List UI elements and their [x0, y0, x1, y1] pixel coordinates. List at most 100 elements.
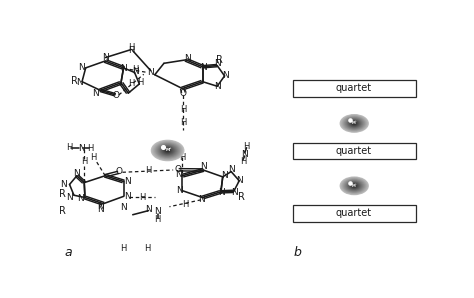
Circle shape — [343, 117, 365, 131]
Text: N: N — [222, 71, 229, 80]
Text: N: N — [219, 188, 225, 198]
Circle shape — [157, 144, 178, 157]
Text: N: N — [66, 193, 73, 201]
Circle shape — [344, 179, 365, 192]
Text: N: N — [175, 170, 182, 179]
Circle shape — [165, 149, 170, 152]
Text: M⁺: M⁺ — [352, 121, 358, 125]
Text: O: O — [115, 167, 122, 176]
Circle shape — [152, 140, 184, 161]
Text: H: H — [137, 77, 143, 87]
FancyBboxPatch shape — [292, 143, 416, 159]
Text: N: N — [145, 204, 152, 213]
Circle shape — [352, 185, 356, 187]
Circle shape — [343, 179, 365, 193]
Text: N: N — [237, 176, 243, 185]
Text: H: H — [91, 153, 97, 162]
Circle shape — [161, 146, 174, 155]
Circle shape — [350, 184, 358, 188]
Text: N: N — [124, 176, 130, 186]
Circle shape — [344, 117, 365, 130]
Circle shape — [341, 178, 367, 194]
Text: O: O — [113, 91, 120, 100]
Text: H: H — [144, 244, 151, 253]
Text: O: O — [180, 89, 187, 98]
Text: H: H — [180, 118, 187, 127]
Text: H: H — [120, 244, 127, 253]
Text: H: H — [180, 105, 187, 114]
Circle shape — [353, 185, 355, 187]
Text: N: N — [147, 68, 154, 77]
Text: N: N — [102, 53, 109, 62]
Circle shape — [154, 142, 182, 159]
Circle shape — [155, 142, 181, 159]
Text: N: N — [221, 171, 228, 180]
Circle shape — [166, 150, 169, 151]
Text: H: H — [145, 166, 151, 175]
Text: R: R — [238, 192, 245, 202]
Circle shape — [351, 184, 357, 187]
Circle shape — [342, 116, 366, 131]
Circle shape — [341, 115, 367, 131]
Text: H: H — [81, 157, 87, 166]
Circle shape — [349, 182, 360, 189]
Text: N: N — [200, 162, 207, 171]
Circle shape — [348, 119, 361, 128]
Text: R: R — [71, 75, 78, 86]
FancyBboxPatch shape — [292, 80, 416, 97]
FancyBboxPatch shape — [292, 205, 416, 222]
Text: M⁺: M⁺ — [352, 184, 358, 188]
Text: N: N — [73, 169, 80, 179]
Circle shape — [347, 181, 362, 190]
Text: H: H — [155, 215, 161, 224]
Text: N: N — [155, 207, 161, 216]
Text: H: H — [128, 46, 135, 55]
Circle shape — [164, 148, 171, 153]
Circle shape — [345, 180, 364, 192]
Circle shape — [164, 148, 172, 153]
Text: quartet: quartet — [336, 208, 372, 218]
Text: a: a — [65, 246, 73, 259]
Text: N: N — [231, 188, 237, 197]
Text: H: H — [244, 142, 250, 151]
Text: N: N — [241, 150, 248, 159]
Text: H: H — [179, 153, 185, 162]
Text: H: H — [240, 156, 246, 166]
Circle shape — [153, 141, 182, 160]
Circle shape — [346, 118, 363, 129]
Text: N: N — [60, 180, 67, 189]
Circle shape — [162, 147, 173, 154]
Text: N: N — [132, 67, 139, 76]
Text: N: N — [184, 54, 191, 63]
Text: H: H — [87, 144, 93, 153]
Circle shape — [347, 119, 362, 128]
Text: quartet: quartet — [336, 146, 372, 156]
Text: N: N — [200, 63, 207, 72]
Text: N: N — [214, 82, 220, 91]
Text: N: N — [78, 144, 85, 153]
Text: O: O — [174, 165, 181, 174]
Text: N: N — [97, 205, 104, 214]
Text: N: N — [76, 78, 83, 87]
Circle shape — [349, 120, 360, 127]
Text: N: N — [228, 165, 235, 175]
Text: b: b — [293, 246, 301, 259]
Text: N: N — [198, 195, 204, 204]
Text: H: H — [132, 65, 139, 74]
Text: H: H — [128, 43, 135, 52]
Text: quartet: quartet — [336, 83, 372, 93]
Circle shape — [351, 122, 357, 125]
Circle shape — [158, 145, 177, 156]
Circle shape — [340, 177, 368, 195]
Circle shape — [159, 145, 176, 156]
Text: N: N — [78, 63, 85, 72]
Circle shape — [350, 120, 359, 126]
Text: R: R — [59, 206, 65, 216]
Circle shape — [348, 182, 361, 190]
Text: R: R — [216, 55, 223, 65]
Text: N: N — [92, 89, 99, 98]
Text: H: H — [66, 143, 73, 152]
Circle shape — [342, 178, 366, 193]
Circle shape — [345, 118, 364, 129]
Circle shape — [353, 123, 355, 124]
